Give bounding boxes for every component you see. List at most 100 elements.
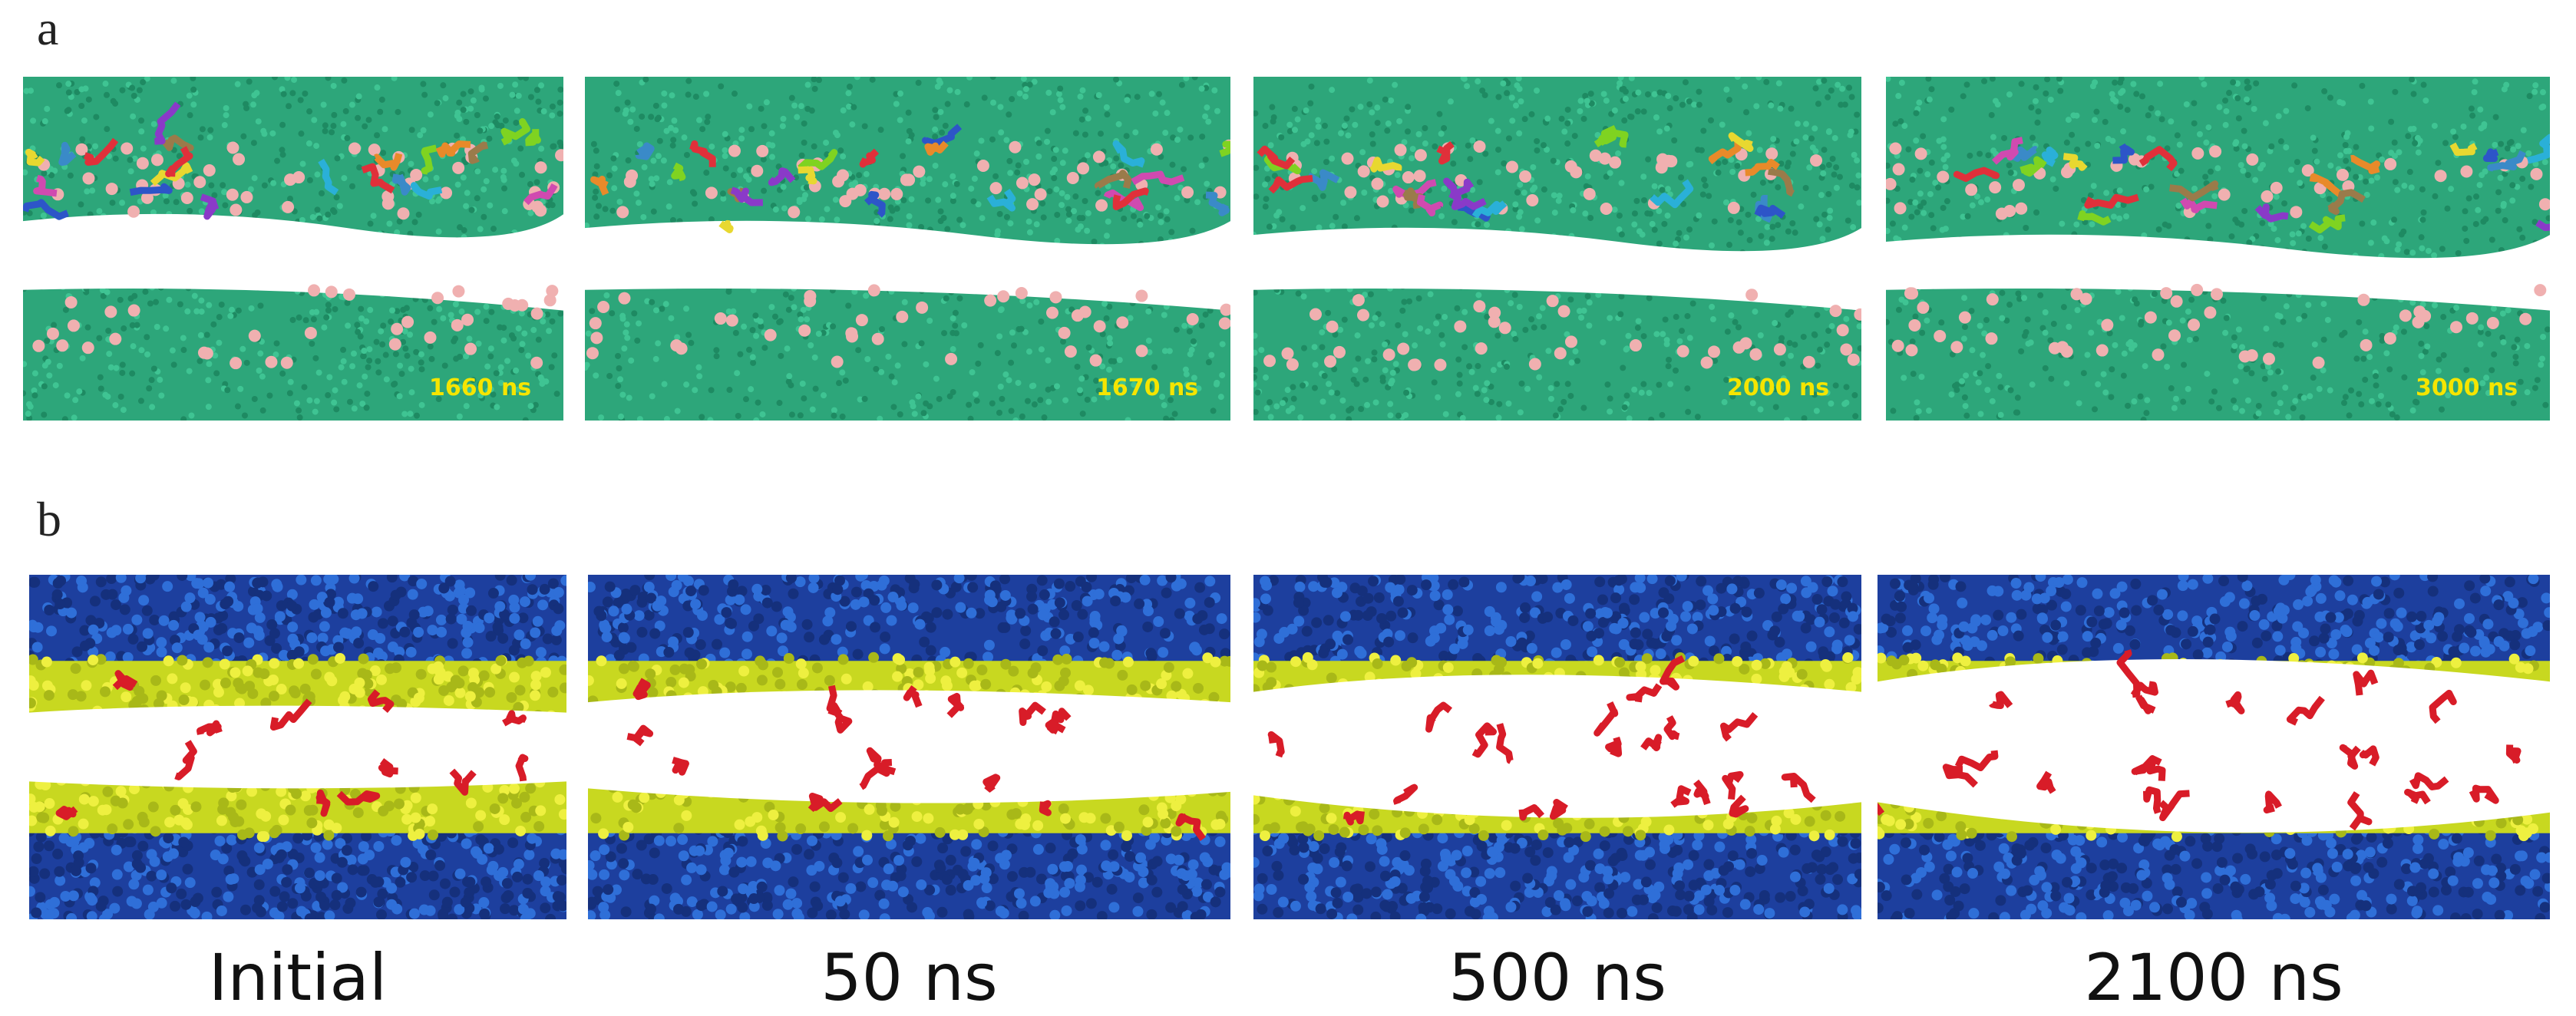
headgroup	[388, 338, 401, 351]
bead	[2018, 348, 2025, 355]
bead	[1151, 364, 1158, 371]
bead	[768, 130, 775, 137]
bead	[2540, 333, 2547, 340]
bead	[319, 899, 331, 911]
bead	[483, 178, 490, 185]
bead	[1311, 384, 1318, 391]
bead	[1019, 298, 1026, 305]
bead	[100, 292, 107, 299]
bead	[375, 909, 387, 919]
headgroup	[2191, 147, 2204, 160]
bead	[656, 137, 663, 144]
bead	[1164, 110, 1171, 117]
bead	[952, 322, 959, 329]
bead	[44, 105, 51, 112]
bead	[425, 849, 437, 861]
bead	[454, 181, 461, 188]
bead	[1023, 158, 1030, 165]
bead	[1544, 146, 1551, 153]
bead	[1821, 147, 1828, 153]
bead	[1031, 78, 1038, 85]
bead	[45, 358, 51, 365]
bead	[2283, 303, 2290, 310]
bead	[342, 107, 349, 114]
headgroup	[2128, 153, 2141, 166]
headgroup	[1985, 332, 1998, 345]
bead	[2085, 140, 2092, 147]
bead	[1662, 316, 1669, 323]
bead	[1300, 293, 1307, 300]
bead	[1640, 196, 1647, 203]
bead	[1981, 330, 1988, 337]
bead	[138, 347, 145, 354]
bead	[616, 198, 623, 205]
peptide	[2527, 134, 2550, 164]
headgroup	[1397, 342, 1410, 355]
bead	[824, 206, 831, 213]
bead	[64, 392, 71, 399]
bead	[652, 102, 659, 109]
bead	[362, 373, 368, 380]
bead	[1085, 115, 1091, 122]
bead	[1163, 208, 1170, 215]
bead	[2353, 143, 2360, 150]
bead	[198, 308, 205, 315]
bead	[547, 578, 559, 589]
bead	[490, 391, 497, 398]
bead	[338, 364, 345, 371]
bead	[2109, 91, 2115, 97]
bead	[2241, 127, 2247, 134]
bead	[117, 393, 124, 400]
bead	[210, 321, 217, 328]
bead	[1586, 322, 1593, 329]
bead	[467, 105, 474, 112]
bead	[436, 830, 447, 842]
bead	[463, 118, 470, 125]
bead	[54, 599, 66, 610]
bead	[2358, 401, 2365, 407]
bead	[85, 863, 97, 874]
bead	[1847, 132, 1854, 139]
bead	[2423, 322, 2430, 329]
bead	[611, 165, 618, 172]
bead	[2158, 116, 2165, 123]
bead	[967, 415, 974, 421]
bead	[593, 163, 600, 170]
bead	[1488, 398, 1494, 405]
bead	[140, 145, 147, 152]
bead	[487, 588, 499, 599]
bead	[685, 332, 692, 338]
bead	[203, 642, 215, 653]
bead	[1990, 134, 1996, 140]
bead	[324, 596, 335, 608]
headgroup	[2246, 153, 2259, 166]
bead	[648, 176, 655, 183]
bead	[464, 876, 476, 888]
bead	[1091, 396, 1098, 403]
bead	[402, 345, 409, 352]
headgroup	[193, 176, 206, 189]
bead	[2442, 140, 2449, 147]
bead	[1313, 140, 1320, 147]
peptide	[2003, 146, 2039, 162]
bead	[554, 620, 566, 632]
bead	[1341, 122, 1348, 129]
bead	[1828, 87, 1835, 94]
bead	[205, 616, 216, 628]
bead	[440, 315, 447, 322]
bead	[235, 307, 242, 314]
peptide	[58, 141, 77, 167]
bead	[553, 603, 564, 615]
bead	[1940, 156, 1947, 163]
bead	[1788, 352, 1795, 359]
bead	[873, 365, 880, 372]
bead	[845, 90, 852, 97]
bead	[439, 878, 451, 889]
bead	[1442, 314, 1448, 321]
bead	[674, 407, 681, 414]
headgroup	[325, 285, 338, 299]
bead	[1635, 89, 1642, 96]
headgroup	[2534, 284, 2547, 297]
headgroup	[1286, 358, 1299, 371]
bead	[1425, 328, 1432, 335]
